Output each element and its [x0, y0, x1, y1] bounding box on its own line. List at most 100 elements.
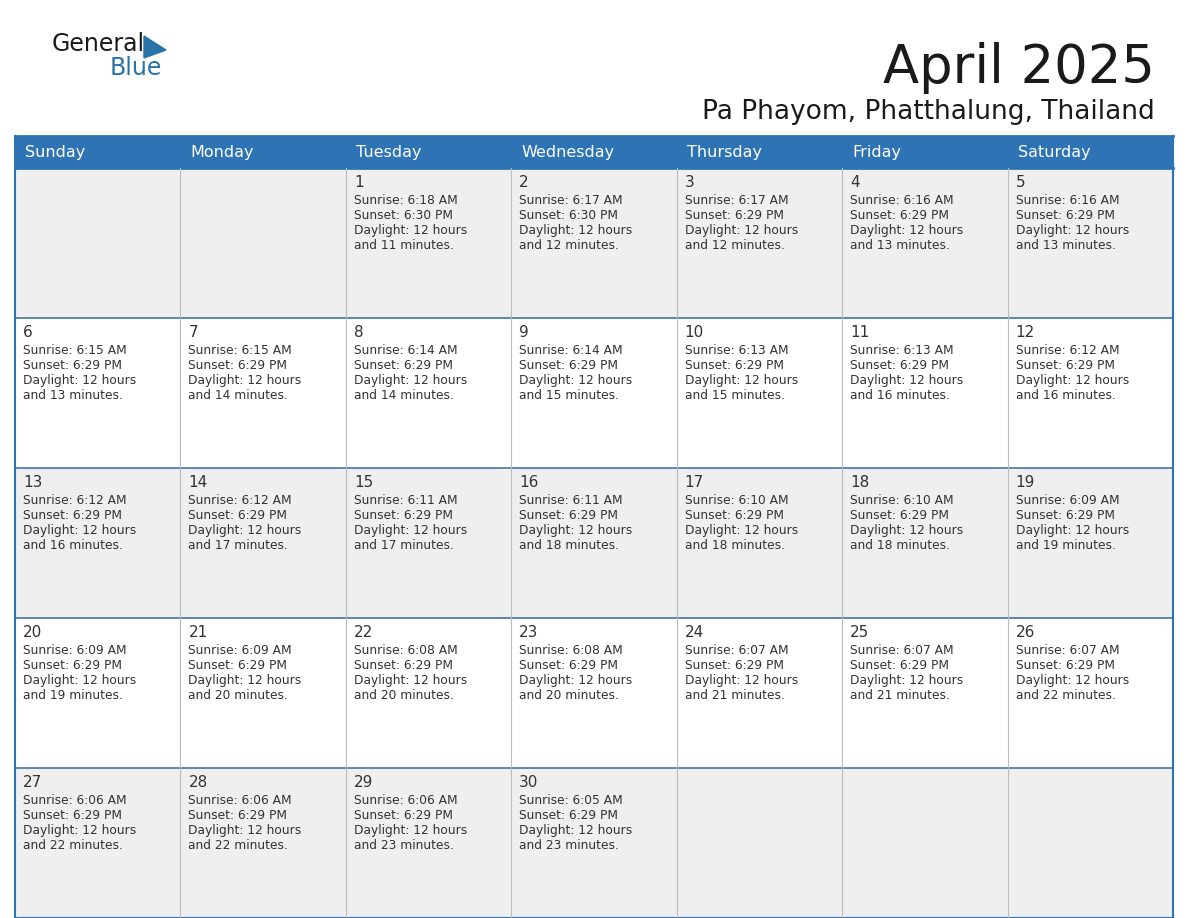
Text: and 22 minutes.: and 22 minutes. [1016, 689, 1116, 702]
Text: Sunrise: 6:16 AM: Sunrise: 6:16 AM [1016, 194, 1119, 207]
Text: Sunrise: 6:17 AM: Sunrise: 6:17 AM [684, 194, 789, 207]
Text: Sunrise: 6:07 AM: Sunrise: 6:07 AM [684, 644, 789, 657]
Text: Sunset: 6:29 PM: Sunset: 6:29 PM [684, 659, 784, 672]
Text: Sunset: 6:29 PM: Sunset: 6:29 PM [519, 509, 618, 522]
Text: Daylight: 12 hours: Daylight: 12 hours [354, 824, 467, 837]
Text: Sunset: 6:29 PM: Sunset: 6:29 PM [189, 509, 287, 522]
Text: Daylight: 12 hours: Daylight: 12 hours [23, 524, 137, 537]
Text: 13: 13 [23, 475, 43, 490]
Text: Sunrise: 6:06 AM: Sunrise: 6:06 AM [354, 794, 457, 807]
Text: and 17 minutes.: and 17 minutes. [354, 539, 454, 552]
Text: Sunrise: 6:10 AM: Sunrise: 6:10 AM [851, 494, 954, 507]
Text: and 17 minutes.: and 17 minutes. [189, 539, 289, 552]
Text: and 13 minutes.: and 13 minutes. [1016, 239, 1116, 252]
Text: 5: 5 [1016, 175, 1025, 190]
Text: 7: 7 [189, 325, 198, 340]
Text: Sunrise: 6:07 AM: Sunrise: 6:07 AM [851, 644, 954, 657]
Text: Daylight: 12 hours: Daylight: 12 hours [1016, 674, 1129, 687]
Text: Sunrise: 6:09 AM: Sunrise: 6:09 AM [23, 644, 127, 657]
Text: Daylight: 12 hours: Daylight: 12 hours [1016, 524, 1129, 537]
Text: 29: 29 [354, 775, 373, 790]
Text: 9: 9 [519, 325, 529, 340]
Text: Sunrise: 6:15 AM: Sunrise: 6:15 AM [189, 344, 292, 357]
Text: Daylight: 12 hours: Daylight: 12 hours [189, 824, 302, 837]
Text: and 16 minutes.: and 16 minutes. [1016, 389, 1116, 402]
Text: Daylight: 12 hours: Daylight: 12 hours [23, 824, 137, 837]
Text: Sunrise: 6:16 AM: Sunrise: 6:16 AM [851, 194, 954, 207]
Text: Tuesday: Tuesday [356, 144, 422, 160]
Bar [15, 618, 1173, 768]
Text: Sunset: 6:29 PM: Sunset: 6:29 PM [851, 659, 949, 672]
Bar [15, 318, 1173, 468]
Text: 30: 30 [519, 775, 538, 790]
Text: and 18 minutes.: and 18 minutes. [684, 539, 785, 552]
Text: and 22 minutes.: and 22 minutes. [189, 839, 289, 852]
Text: Sunrise: 6:10 AM: Sunrise: 6:10 AM [684, 494, 789, 507]
Text: 18: 18 [851, 475, 870, 490]
Text: Sunset: 6:29 PM: Sunset: 6:29 PM [684, 359, 784, 372]
Text: and 16 minutes.: and 16 minutes. [851, 389, 950, 402]
Text: 11: 11 [851, 325, 870, 340]
Text: Friday: Friday [852, 144, 902, 160]
Text: Sunrise: 6:09 AM: Sunrise: 6:09 AM [1016, 494, 1119, 507]
Text: and 11 minutes.: and 11 minutes. [354, 239, 454, 252]
Text: Sunset: 6:29 PM: Sunset: 6:29 PM [23, 359, 122, 372]
Text: Sunset: 6:29 PM: Sunset: 6:29 PM [519, 809, 618, 822]
Text: and 13 minutes.: and 13 minutes. [23, 389, 122, 402]
Text: Sunset: 6:29 PM: Sunset: 6:29 PM [1016, 659, 1114, 672]
Text: Daylight: 12 hours: Daylight: 12 hours [354, 374, 467, 387]
Text: Sunset: 6:29 PM: Sunset: 6:29 PM [354, 509, 453, 522]
Text: Blue: Blue [110, 56, 163, 80]
Text: 3: 3 [684, 175, 695, 190]
Text: Sunset: 6:29 PM: Sunset: 6:29 PM [1016, 209, 1114, 222]
Text: and 14 minutes.: and 14 minutes. [354, 389, 454, 402]
Text: 28: 28 [189, 775, 208, 790]
Text: and 15 minutes.: and 15 minutes. [684, 389, 785, 402]
Text: Daylight: 12 hours: Daylight: 12 hours [189, 374, 302, 387]
Text: Sunset: 6:29 PM: Sunset: 6:29 PM [519, 659, 618, 672]
Text: and 23 minutes.: and 23 minutes. [519, 839, 619, 852]
Text: Sunday: Sunday [25, 144, 86, 160]
Text: Sunrise: 6:12 AM: Sunrise: 6:12 AM [189, 494, 292, 507]
Text: and 19 minutes.: and 19 minutes. [23, 689, 122, 702]
Text: Daylight: 12 hours: Daylight: 12 hours [684, 524, 798, 537]
Text: Daylight: 12 hours: Daylight: 12 hours [519, 674, 632, 687]
Text: Sunset: 6:29 PM: Sunset: 6:29 PM [23, 659, 122, 672]
Text: Daylight: 12 hours: Daylight: 12 hours [851, 374, 963, 387]
Text: Sunrise: 6:15 AM: Sunrise: 6:15 AM [23, 344, 127, 357]
Text: Sunrise: 6:09 AM: Sunrise: 6:09 AM [189, 644, 292, 657]
Text: Sunset: 6:29 PM: Sunset: 6:29 PM [851, 359, 949, 372]
Text: Sunset: 6:29 PM: Sunset: 6:29 PM [189, 659, 287, 672]
Text: Sunset: 6:29 PM: Sunset: 6:29 PM [1016, 509, 1114, 522]
Text: 14: 14 [189, 475, 208, 490]
Text: Sunset: 6:29 PM: Sunset: 6:29 PM [354, 659, 453, 672]
Text: 10: 10 [684, 325, 704, 340]
Text: Daylight: 12 hours: Daylight: 12 hours [851, 224, 963, 237]
Text: Sunset: 6:30 PM: Sunset: 6:30 PM [519, 209, 618, 222]
Text: 24: 24 [684, 625, 704, 640]
Text: Sunset: 6:29 PM: Sunset: 6:29 PM [851, 509, 949, 522]
Text: and 12 minutes.: and 12 minutes. [684, 239, 784, 252]
Text: 26: 26 [1016, 625, 1035, 640]
Text: 6: 6 [23, 325, 33, 340]
Text: and 12 minutes.: and 12 minutes. [519, 239, 619, 252]
Text: Daylight: 12 hours: Daylight: 12 hours [23, 674, 137, 687]
Text: and 23 minutes.: and 23 minutes. [354, 839, 454, 852]
Text: Sunset: 6:29 PM: Sunset: 6:29 PM [189, 359, 287, 372]
Text: 16: 16 [519, 475, 538, 490]
Text: and 18 minutes.: and 18 minutes. [851, 539, 950, 552]
Text: 12: 12 [1016, 325, 1035, 340]
Text: Daylight: 12 hours: Daylight: 12 hours [851, 524, 963, 537]
Text: Sunrise: 6:14 AM: Sunrise: 6:14 AM [519, 344, 623, 357]
Text: Daylight: 12 hours: Daylight: 12 hours [519, 524, 632, 537]
Text: Sunrise: 6:06 AM: Sunrise: 6:06 AM [189, 794, 292, 807]
Text: Sunset: 6:29 PM: Sunset: 6:29 PM [189, 809, 287, 822]
Text: Sunset: 6:29 PM: Sunset: 6:29 PM [23, 809, 122, 822]
Text: and 14 minutes.: and 14 minutes. [189, 389, 289, 402]
Text: Sunset: 6:29 PM: Sunset: 6:29 PM [684, 509, 784, 522]
Text: April 2025: April 2025 [883, 42, 1155, 94]
Text: Daylight: 12 hours: Daylight: 12 hours [684, 374, 798, 387]
Text: and 13 minutes.: and 13 minutes. [851, 239, 950, 252]
Text: and 21 minutes.: and 21 minutes. [851, 689, 950, 702]
Bar [15, 136, 1173, 168]
